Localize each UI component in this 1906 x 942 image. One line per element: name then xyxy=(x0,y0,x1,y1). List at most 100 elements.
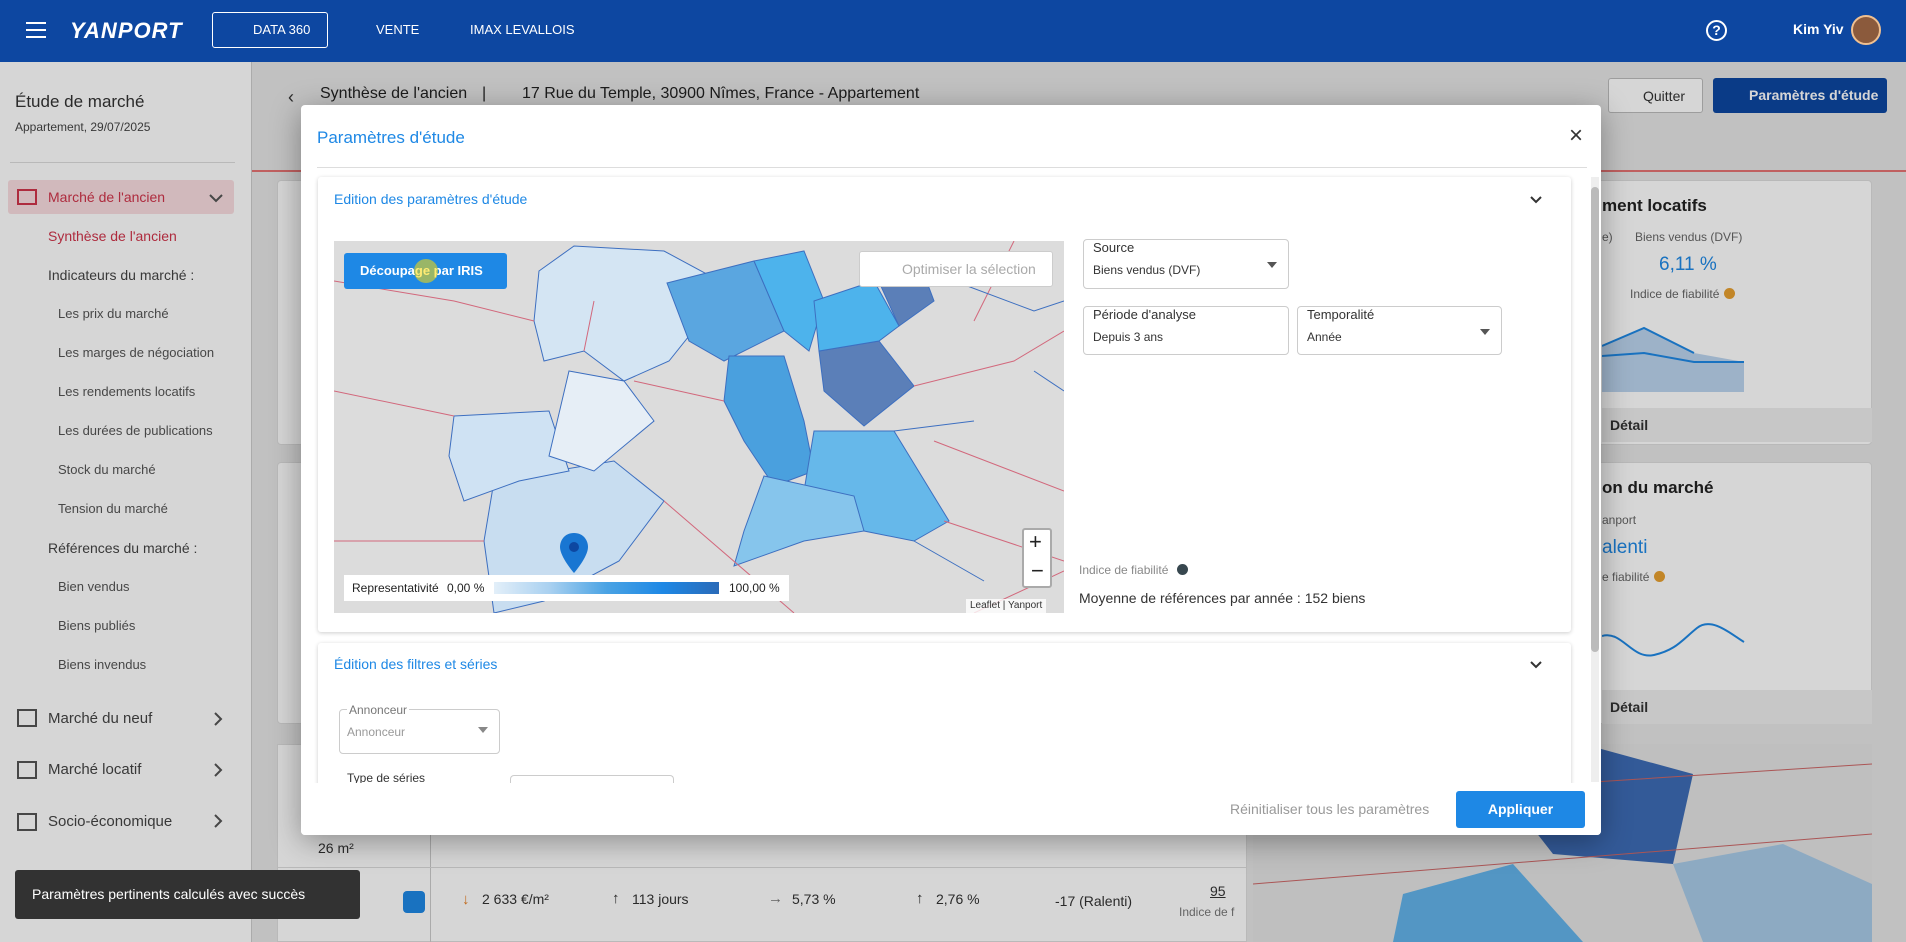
menu-item[interactable]: Les marges de négociation xyxy=(58,345,215,360)
attribution[interactable]: Leaflet | Yanport xyxy=(966,599,1047,613)
nav-data360[interactable] xyxy=(212,12,328,48)
detail-link[interactable]: Détail xyxy=(1610,699,1649,715)
modal-footer xyxy=(301,783,1601,835)
reliability-label: e fiabilité xyxy=(1602,570,1650,584)
menu-item[interactable]: Tension du marché xyxy=(58,501,168,516)
chevron[interactable] xyxy=(1529,195,1543,205)
menu-item[interactable]: Synthèse de l'ancien xyxy=(48,228,177,244)
mini-chart xyxy=(1602,326,1744,392)
table-cell[interactable]: 95 xyxy=(1210,883,1226,899)
menu-item[interactable]: Marché locatif xyxy=(48,761,142,778)
sidebar-title: Étude de marché xyxy=(15,92,145,111)
trend-arrow: → xyxy=(768,890,783,907)
top-bar: YANPORT DATA 360 VENTE IMAX LEVALLOIS ? … xyxy=(0,0,1906,62)
quit-button[interactable]: Quitter xyxy=(1608,78,1703,113)
table-cell: Indice de f xyxy=(1179,905,1235,919)
menu-item[interactable]: Marché du neuf xyxy=(48,710,153,727)
scrollbar-thumb[interactable] xyxy=(1591,187,1599,652)
menu-item[interactable]: Bien vendus xyxy=(58,579,130,594)
column-label: Biens vendus (DVF) xyxy=(1635,230,1743,244)
reliability-label: Indice de fiabilité xyxy=(1079,563,1169,577)
nav-label[interactable]: VENTE xyxy=(376,22,420,37)
menu-item[interactable]: Socio-économique xyxy=(48,813,173,830)
reliability-dot xyxy=(1177,564,1188,575)
table-cell: 2 633 €/m² xyxy=(482,891,549,907)
chevron[interactable] xyxy=(1529,660,1543,670)
menu-heading: Références du marché : xyxy=(48,540,198,556)
select-value: Annonceur xyxy=(347,725,406,739)
trend-arrow: ↑ xyxy=(612,890,620,907)
menu-item[interactable]: Stock du marché xyxy=(58,462,156,477)
detail-link[interactable]: Détail xyxy=(1610,417,1649,433)
menu-item[interactable]: Biens publiés xyxy=(58,618,136,633)
map[interactable]: Découpage par IRIS Optimiser la sélectio… xyxy=(334,241,1064,613)
trend-arrow: ↓ xyxy=(462,891,470,908)
help-icon[interactable]: ? xyxy=(1706,20,1727,41)
legend-scale xyxy=(494,582,719,594)
split-button[interactable]: Découpage par IRIS xyxy=(344,253,507,289)
temporality-select[interactable] xyxy=(1297,306,1502,355)
mini-chart xyxy=(1602,623,1745,657)
section-title[interactable]: Édition des filtres et séries xyxy=(334,656,498,672)
sidebar-icons xyxy=(17,189,223,831)
menu-item[interactable]: Biens invendus xyxy=(58,657,147,672)
back-arrow[interactable]: ‹ xyxy=(288,87,294,107)
metric-value: 6,11 % xyxy=(1659,254,1717,275)
legend-max: 100,00 % xyxy=(729,581,780,595)
dropdown-arrow xyxy=(1267,262,1277,268)
nav-label[interactable]: IMAX LEVALLOIS xyxy=(470,22,575,37)
trend-arrow: ↑ xyxy=(916,890,924,907)
reliability-dot xyxy=(1724,288,1735,299)
user-name[interactable]: Kim Yiv xyxy=(1793,21,1844,37)
row-icon[interactable] xyxy=(403,891,425,913)
average-references: Moyenne de références par année : 152 bi… xyxy=(1079,590,1366,606)
table-cell: 26 m² xyxy=(318,840,354,856)
legend-min: 0,00 % xyxy=(447,581,485,595)
avatar[interactable] xyxy=(1851,15,1881,45)
zoom-out[interactable]: − xyxy=(1031,558,1044,583)
nav-label[interactable]: DATA 360 xyxy=(253,22,311,37)
close-button[interactable]: × xyxy=(1569,122,1584,149)
period-select[interactable] xyxy=(1083,306,1289,355)
column-label: e) xyxy=(1602,230,1613,244)
section-card xyxy=(318,643,1571,803)
table-column xyxy=(430,744,431,942)
cursor-highlight xyxy=(414,259,438,283)
brand[interactable]: YANPORT xyxy=(70,18,183,43)
divider xyxy=(317,167,1587,168)
reset-button[interactable]: Réinitialiser tous les paramètres xyxy=(1230,801,1430,817)
source-select[interactable] xyxy=(1083,239,1289,289)
select-label: Source xyxy=(1093,240,1135,255)
detail-bar[interactable] xyxy=(1602,690,1872,724)
detail-bar[interactable] xyxy=(1602,408,1872,442)
section-title[interactable]: Edition des paramètres d'étude xyxy=(334,191,528,207)
menu-heading: Indicateurs du marché : xyxy=(48,267,195,283)
table-cell: 2,76 % xyxy=(936,891,980,907)
card-title: ment locatifs xyxy=(1602,196,1707,215)
menu-icon[interactable] xyxy=(26,21,48,39)
menu-item[interactable]: Les durées de publications xyxy=(58,423,213,438)
zoom-control xyxy=(1022,528,1052,588)
menu-item[interactable]: Les prix du marché xyxy=(58,306,169,321)
source-label: anport xyxy=(1602,513,1637,527)
separator: | xyxy=(482,85,487,102)
toast: Paramètres pertinents calculés avec succ… xyxy=(15,870,360,919)
address: 17 Rue du Temple, 30900 Nîmes, France - … xyxy=(522,85,920,102)
page-title: Synthèse de l'ancien xyxy=(320,85,468,102)
menu-item[interactable]: Marché de l'ancien xyxy=(48,189,166,205)
dropdown-arrow xyxy=(478,727,488,733)
select-label: Annonceur xyxy=(347,703,410,717)
select-value: Depuis 3 ans xyxy=(1093,330,1164,344)
apply-button[interactable]: Appliquer xyxy=(1456,791,1585,828)
modal-title: Paramètres d'étude xyxy=(317,128,465,147)
zoom-in[interactable]: + xyxy=(1029,529,1042,554)
params-button[interactable]: Paramètres d'étude xyxy=(1713,78,1887,113)
metric-value: alenti xyxy=(1602,537,1648,558)
menu-item[interactable]: Les rendements locatifs xyxy=(58,384,196,399)
sidebar-subtitle: Appartement, 29/07/2025 xyxy=(15,120,151,134)
table-cell: 113 jours xyxy=(632,891,689,907)
optimize-button[interactable]: Optimiser la sélection xyxy=(859,251,1053,287)
select-value: Année xyxy=(1307,330,1342,344)
active-section[interactable] xyxy=(8,180,234,214)
